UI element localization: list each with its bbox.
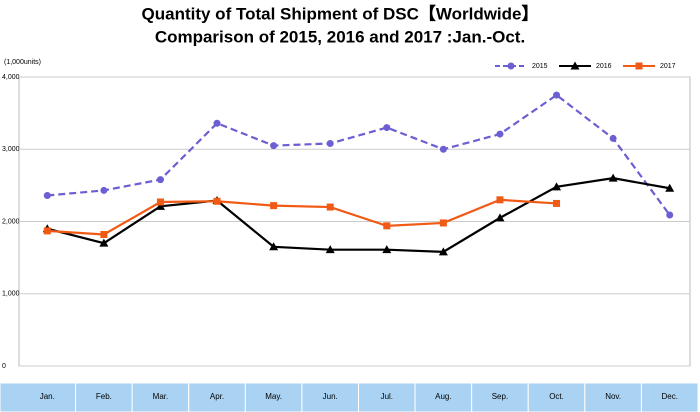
marker: [438, 247, 448, 256]
marker: [325, 245, 335, 254]
x-tick-label: Aug.: [435, 392, 451, 401]
x-tick-label: Jul.: [381, 392, 393, 401]
marker: [270, 202, 278, 210]
marker: [269, 242, 279, 251]
legend-marker: [507, 62, 515, 70]
series-line: [47, 198, 557, 236]
marker: [100, 231, 108, 239]
marker: [553, 199, 561, 207]
x-tick-label: Apr.: [210, 392, 224, 401]
marker: [155, 201, 165, 210]
marker: [43, 227, 51, 235]
x-tick-label: Dec.: [661, 392, 677, 401]
marker: [609, 134, 617, 142]
marker: [156, 176, 164, 184]
x-tick-label: Jan.: [40, 392, 55, 401]
legend-marker: [570, 61, 580, 70]
marker: [439, 219, 447, 227]
x-tick-label: Nov.: [605, 392, 621, 401]
category-cell: [640, 382, 699, 412]
legend-label: 2016: [596, 63, 612, 70]
marker: [213, 197, 221, 205]
category-cell: [527, 382, 586, 412]
marker: [100, 186, 108, 194]
x-tick-label: Feb.: [96, 392, 112, 401]
category-cell: [188, 382, 246, 412]
marker: [608, 173, 618, 182]
legend-marker: [635, 62, 643, 70]
chart-subtitle: Comparison of 2015, 2016 and 2017 :Jan.-…: [155, 27, 525, 46]
legend-label: 2017: [660, 63, 676, 70]
marker: [496, 196, 504, 204]
marker: [99, 238, 109, 247]
marker: [326, 139, 334, 147]
marker: [552, 182, 562, 191]
y-tick-label: 0: [2, 363, 6, 370]
series-line: [47, 93, 671, 216]
y-axis-label: (1,000units): [4, 59, 41, 66]
marker: [156, 198, 164, 206]
marker: [270, 142, 278, 150]
y-tick-label: 4,000: [2, 74, 20, 81]
x-tick-label: Sep.: [492, 392, 508, 401]
marker: [382, 245, 392, 254]
x-tick-label: Jun.: [323, 392, 338, 401]
marker: [43, 191, 51, 199]
marker: [213, 119, 221, 127]
category-cell: [358, 382, 416, 412]
marker: [439, 145, 447, 153]
marker: [665, 183, 675, 192]
category-cell: [0, 382, 77, 412]
x-tick-label: May.: [265, 392, 282, 401]
y-tick-label: 1,000: [2, 291, 20, 298]
y-tick-label: 2,000: [2, 218, 20, 225]
marker: [383, 124, 391, 132]
marker: [326, 203, 334, 211]
marker: [553, 91, 561, 99]
legend-label: 2015: [532, 63, 548, 70]
category-cell: [414, 382, 473, 412]
x-tick-label: Oct.: [549, 392, 564, 401]
series-line: [47, 177, 670, 253]
y-tick-label: 3,000: [2, 146, 20, 153]
category-cell: [301, 382, 359, 412]
chart-title: Quantity of Total Shipment of DSC【Worldw…: [142, 3, 539, 23]
marker: [666, 211, 674, 219]
marker: [383, 222, 391, 230]
marker: [496, 130, 504, 138]
x-tick-label: Mar.: [153, 392, 169, 401]
marker: [495, 213, 505, 222]
